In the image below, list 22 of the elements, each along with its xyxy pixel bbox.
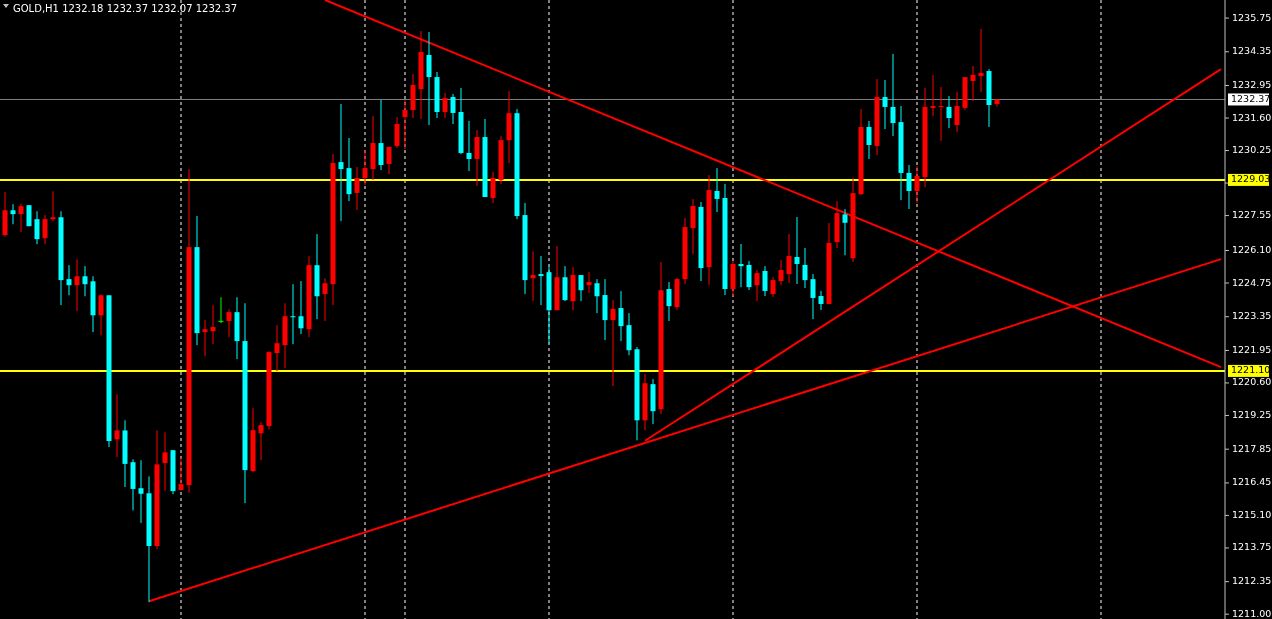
chart-title: GOLD,H1 1232.18 1232.37 1232.07 1232.37	[13, 3, 238, 14]
y-tick-label: 1217.85	[1232, 442, 1272, 454]
ref-line-label: 1221.10	[1231, 364, 1271, 376]
y-tick-label: 1211.00	[1232, 607, 1272, 619]
y-tick-label: 1223.35	[1232, 310, 1272, 322]
ref-line-label: 1232.37	[1231, 92, 1271, 104]
y-tick-label: 1231.60	[1232, 111, 1272, 123]
y-tick-label: 1230.25	[1232, 144, 1272, 156]
y-tick-label: 1232.95	[1232, 79, 1272, 90]
y-tick-label: 1219.25	[1232, 408, 1272, 420]
y-tick-label: 1224.75	[1232, 276, 1272, 288]
y-tick-label: 1216.45	[1232, 476, 1272, 488]
y-tick-label: 1234.35	[1232, 45, 1272, 57]
y-tick-label: 1235.75	[1232, 11, 1272, 23]
y-tick-label: 1212.35	[1232, 575, 1272, 587]
y-tick-label: 1227.55	[1232, 209, 1272, 221]
y-tick-label: 1220.60	[1232, 376, 1272, 388]
y-tick-label: 1215.10	[1232, 508, 1272, 520]
y-tick-label: 1213.75	[1232, 541, 1272, 553]
y-tick-label: 1226.10	[1232, 243, 1272, 255]
y-tick-label: 1221.95	[1232, 343, 1272, 355]
ref-line-label: 1229.03	[1231, 173, 1271, 185]
